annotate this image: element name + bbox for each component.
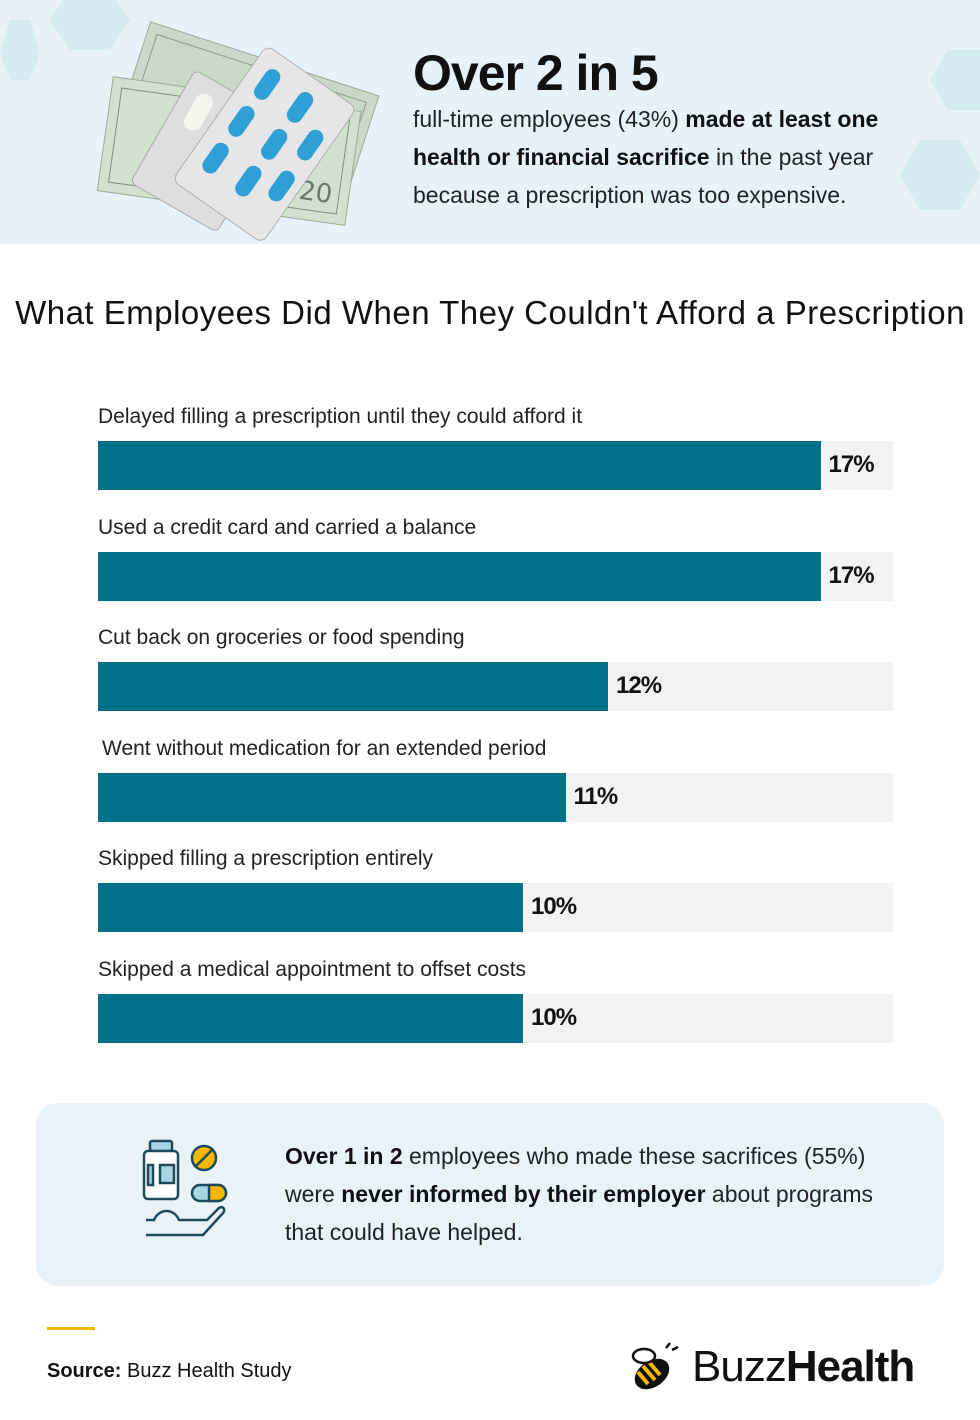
source-note: Source: Buzz Health Study <box>47 1360 292 1382</box>
bar-track: 10% <box>98 883 893 932</box>
headline-description: full-time employees (43%) made at least … <box>413 106 879 208</box>
bar-value-label: 12% <box>616 672 662 699</box>
bar-track: 17% <box>98 441 893 490</box>
bar-label: Went without medication for an extended … <box>102 736 547 760</box>
bar <box>98 883 523 932</box>
hero-banner: 20 Over 2 in 5 full-time employees (43%)… <box>0 0 980 244</box>
bar <box>98 993 523 1043</box>
bar <box>98 662 608 711</box>
bar-value-label: 10% <box>531 1003 577 1031</box>
bar-value-label: 17% <box>828 451 875 478</box>
medication-hand-icon <box>142 1139 228 1237</box>
bar-value-label: 10% <box>531 893 577 920</box>
bar <box>98 441 821 490</box>
chart-title: What Employees Did When They Couldn't Af… <box>15 294 965 331</box>
bee-icon <box>631 1342 679 1390</box>
callout-box: Over 1 in 2 employees who made these sac… <box>36 1103 944 1286</box>
bar-label: Delayed filling a prescription until the… <box>98 405 583 428</box>
accent-rule <box>47 1327 95 1330</box>
headline: Over 2 in 5 <box>413 45 659 101</box>
bar <box>98 551 821 601</box>
bar <box>98 772 566 822</box>
money-and-pills-image: 20 <box>96 21 380 241</box>
bar-track: 12% <box>98 662 893 711</box>
callout-text: Over 1 in 2 employees who made these sac… <box>285 1143 874 1245</box>
bar-label: Skipped filling a prescription entirely <box>98 847 434 870</box>
bar-label: Cut back on groceries or food spending <box>98 626 465 649</box>
bar-label: Skipped a medical appointment to offset … <box>98 957 527 981</box>
bar-track: 10% <box>98 993 893 1043</box>
bar-value-label: 17% <box>828 561 875 589</box>
bar-track: 17% <box>98 551 893 601</box>
bar-label: Used a credit card and carried a balance <box>98 515 477 539</box>
bar-track: 11% <box>98 772 893 822</box>
bar-value-label: 11% <box>573 782 619 810</box>
buzzhealth-logo: BuzzHealth <box>630 1342 915 1392</box>
